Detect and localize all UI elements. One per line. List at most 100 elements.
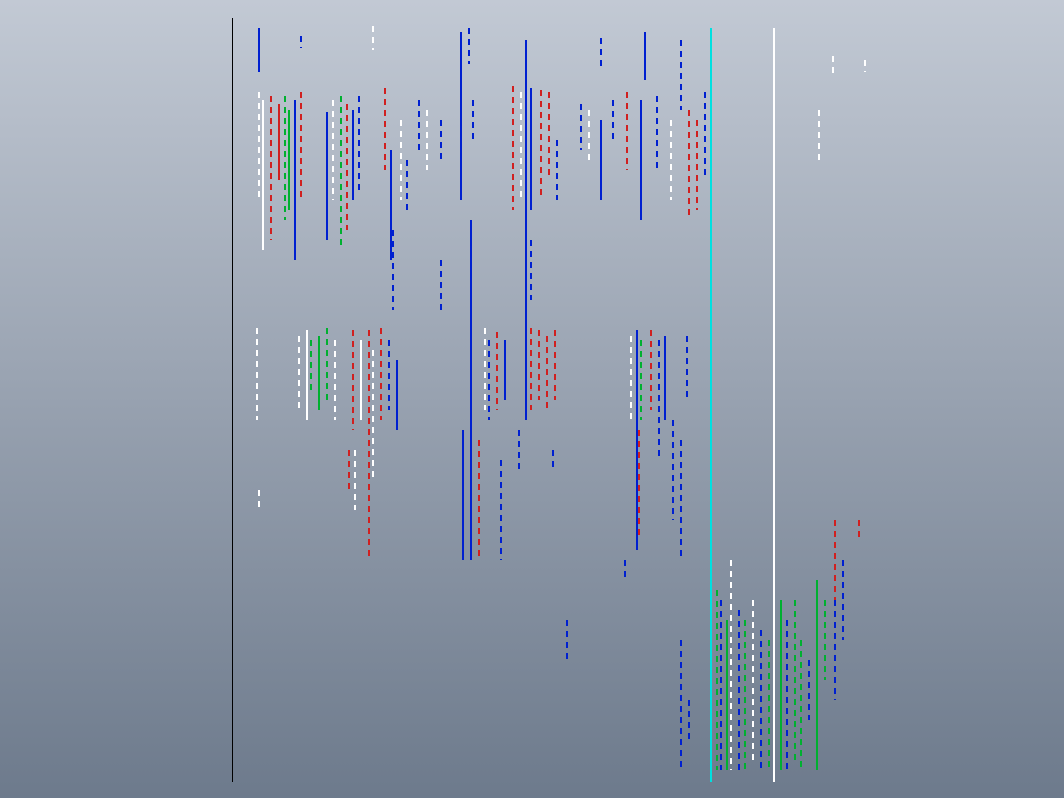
cad-line	[334, 340, 336, 420]
cad-line	[232, 18, 233, 782]
cad-line	[808, 660, 810, 720]
cad-line	[360, 340, 362, 420]
cad-line	[278, 104, 280, 180]
cad-line	[640, 100, 642, 220]
cad-line	[794, 600, 796, 760]
cad-line	[270, 96, 272, 240]
cad-line	[478, 440, 480, 560]
cad-line	[352, 330, 354, 430]
cad-line	[704, 92, 706, 180]
cad-line	[864, 60, 866, 72]
cad-line	[418, 100, 420, 150]
cad-line	[372, 350, 374, 480]
cad-line	[752, 600, 754, 760]
cad-line	[352, 110, 354, 200]
cad-line	[554, 330, 556, 400]
cad-line	[600, 38, 602, 70]
cad-line	[520, 92, 522, 200]
cad-line	[688, 110, 690, 220]
cad-line	[566, 620, 568, 660]
cad-line	[262, 100, 264, 250]
cad-line	[686, 336, 688, 400]
cad-line	[600, 120, 602, 200]
cad-line	[672, 420, 674, 520]
cad-line	[484, 328, 486, 410]
cad-line	[626, 92, 628, 170]
cad-line	[300, 36, 302, 48]
cad-line	[640, 340, 642, 420]
cad-line	[310, 340, 312, 390]
cad-line	[680, 440, 682, 560]
cad-line	[726, 620, 728, 770]
cad-line	[556, 140, 558, 200]
cad-line	[470, 220, 472, 560]
cad-line	[786, 620, 788, 770]
cad-line	[496, 332, 498, 410]
cad-line	[284, 96, 286, 220]
cad-line	[380, 328, 382, 420]
cad-line	[834, 600, 836, 700]
cad-line	[518, 430, 520, 470]
cad-line	[760, 630, 762, 770]
cad-line	[472, 100, 474, 140]
cad-line	[460, 32, 462, 200]
cad-line	[696, 120, 698, 210]
cad-line	[538, 330, 540, 400]
cad-line	[384, 88, 386, 170]
cad-line	[258, 92, 260, 200]
cad-line	[716, 590, 718, 770]
cad-line	[738, 610, 740, 770]
cad-line	[332, 100, 334, 200]
cad-line	[834, 520, 836, 600]
cad-line	[816, 580, 818, 770]
cad-line	[768, 640, 770, 770]
cad-line	[468, 28, 470, 64]
cad-line	[288, 110, 290, 210]
cad-line	[710, 28, 712, 782]
cad-line	[298, 336, 300, 410]
cad-line	[326, 328, 328, 400]
cad-line	[842, 560, 844, 640]
cad-line	[530, 328, 532, 410]
cad-line	[624, 560, 626, 580]
cad-line	[580, 104, 582, 150]
cad-line	[824, 600, 826, 680]
cad-line	[258, 490, 260, 510]
cad-line	[406, 160, 408, 210]
cad-line	[440, 260, 442, 310]
cad-line	[780, 600, 782, 770]
cad-line	[552, 450, 554, 470]
cad-line	[612, 100, 614, 140]
cad-line	[744, 620, 746, 770]
cad-line	[588, 110, 590, 160]
cad-viewport[interactable]	[0, 0, 1064, 798]
cad-line	[688, 700, 690, 740]
cad-line	[512, 86, 514, 210]
cad-line	[488, 340, 490, 420]
cad-line	[388, 340, 390, 410]
cad-line	[680, 40, 682, 110]
cad-line	[730, 560, 732, 770]
cad-line	[294, 100, 296, 260]
cad-line	[306, 330, 308, 420]
cad-line	[800, 640, 802, 770]
cad-line	[392, 230, 394, 310]
cad-line	[348, 450, 350, 490]
cad-line	[372, 26, 374, 50]
cad-line	[340, 96, 342, 250]
cad-line	[462, 430, 464, 560]
cad-line	[318, 336, 320, 410]
cad-line	[426, 110, 428, 170]
cad-line	[656, 96, 658, 170]
cad-line	[525, 40, 527, 420]
cad-line	[638, 430, 640, 540]
cad-line	[670, 120, 672, 200]
cad-line	[680, 640, 682, 770]
cad-line	[504, 340, 506, 400]
cad-line	[346, 104, 348, 230]
cad-line	[644, 32, 646, 80]
cad-line	[548, 92, 550, 180]
cad-line	[650, 330, 652, 410]
cad-line	[396, 360, 398, 430]
cad-line	[530, 88, 532, 210]
